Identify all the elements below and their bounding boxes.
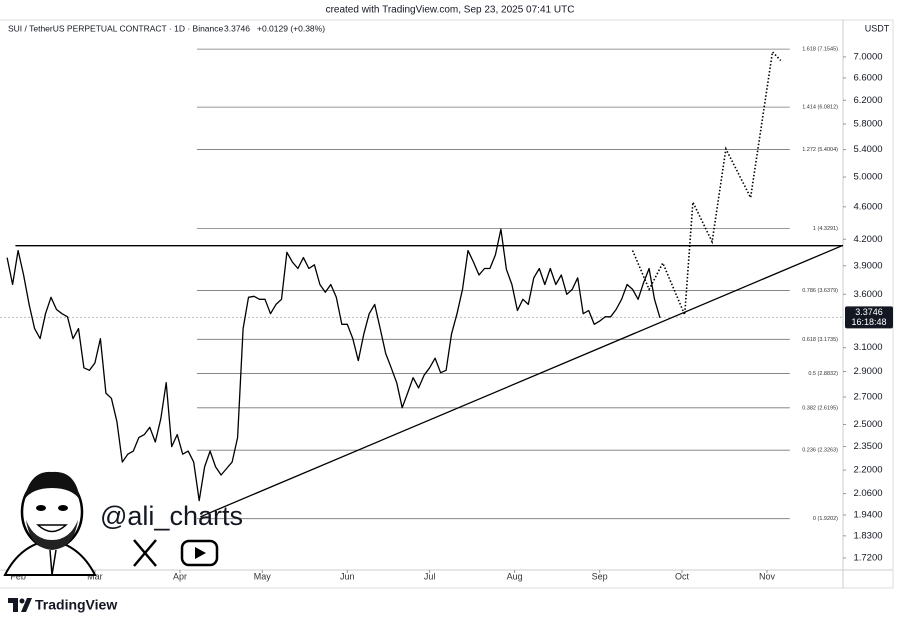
fib-label: 1.414 (6.0812) [802, 105, 838, 111]
x-tick-label: Jun [340, 571, 355, 581]
y-tick-label: 3.9000 [853, 260, 882, 271]
y-tick-label: 3.1000 [853, 342, 882, 353]
x-tick-label: Oct [675, 571, 690, 581]
y-tick-label: 3.6000 [853, 289, 882, 300]
fib-label: 0.382 (2.6195) [802, 405, 838, 411]
header-price: 3.3746 [224, 23, 250, 33]
y-tick-label: 2.5000 [853, 419, 882, 430]
currency-label: USDT [865, 23, 890, 33]
tradingview-logo [8, 598, 32, 612]
fib-label: 0.786 (3.6379) [802, 288, 838, 294]
y-tick-label: 6.2000 [853, 95, 882, 106]
fib-label: 1.618 (7.1545) [802, 47, 838, 53]
drawn-line [200, 244, 844, 518]
x-tick-label: Aug [507, 571, 523, 581]
header-change: +0.0129 (+0.38%) [257, 23, 325, 33]
y-tick-label: 2.9000 [853, 366, 882, 377]
x-tick-label: Apr [173, 571, 187, 581]
avatar [3, 471, 97, 576]
x-tick-label: Nov [759, 571, 776, 581]
y-tick-label: 6.6000 [853, 72, 882, 83]
x-icon [133, 539, 157, 567]
x-tick-label: Feb [10, 571, 26, 581]
price-tag-value: 3.3746 [855, 307, 883, 317]
y-tick-label: 2.0600 [853, 488, 882, 499]
projection-line [631, 50, 782, 316]
y-tick-label: 5.4000 [853, 144, 882, 155]
fib-label: 0.236 (2.3263) [802, 448, 838, 454]
x-tick-label: Sep [592, 571, 608, 581]
symbol-title: SUI / TetherUS PERPETUAL CONTRACT · 1D ·… [8, 23, 224, 33]
y-tick-label: 7.0000 [853, 51, 882, 62]
credit: created with TradingView.com, Sep 23, 20… [326, 5, 575, 16]
x-tick-label: Mar [87, 571, 103, 581]
fib-label: 0.5 (2.8832) [808, 371, 838, 377]
price-tag-countdown: 16:18:48 [851, 317, 886, 327]
price-line [6, 228, 661, 502]
fib-label: 1.272 (5.4004) [802, 147, 838, 153]
youtube-icon [180, 539, 219, 567]
brand: TradingView [35, 597, 117, 613]
y-tick-label: 4.2000 [853, 234, 882, 245]
watermark: @ali_charts [100, 501, 243, 531]
y-tick-label: 2.3500 [853, 441, 882, 452]
x-tick-label: Jul [424, 571, 436, 581]
price-tag [845, 306, 893, 329]
y-tick-label: 1.9400 [853, 510, 882, 521]
plot: 7.0000 6.6000 6.2000 5.8000 5.4000 5.0000 4.60… [0, 47, 893, 581]
x-tick-label: May [254, 571, 272, 581]
y-tick-label: 1.8300 [853, 530, 882, 541]
y-tick-label: 5.8000 [853, 119, 882, 130]
y-tick-label: 2.7000 [853, 392, 882, 403]
y-tick-label: 2.2000 [853, 465, 882, 476]
y-tick-label: 5.0000 [853, 172, 882, 183]
fib-label: 0 (1.9202) [813, 516, 838, 522]
fib-label: 1 (4.3291) [813, 226, 838, 232]
y-tick-label: 4.6000 [853, 201, 882, 212]
fib-label: 0.618 (3.1735) [802, 337, 838, 343]
y-tick-label: 1.7200 [853, 552, 882, 563]
